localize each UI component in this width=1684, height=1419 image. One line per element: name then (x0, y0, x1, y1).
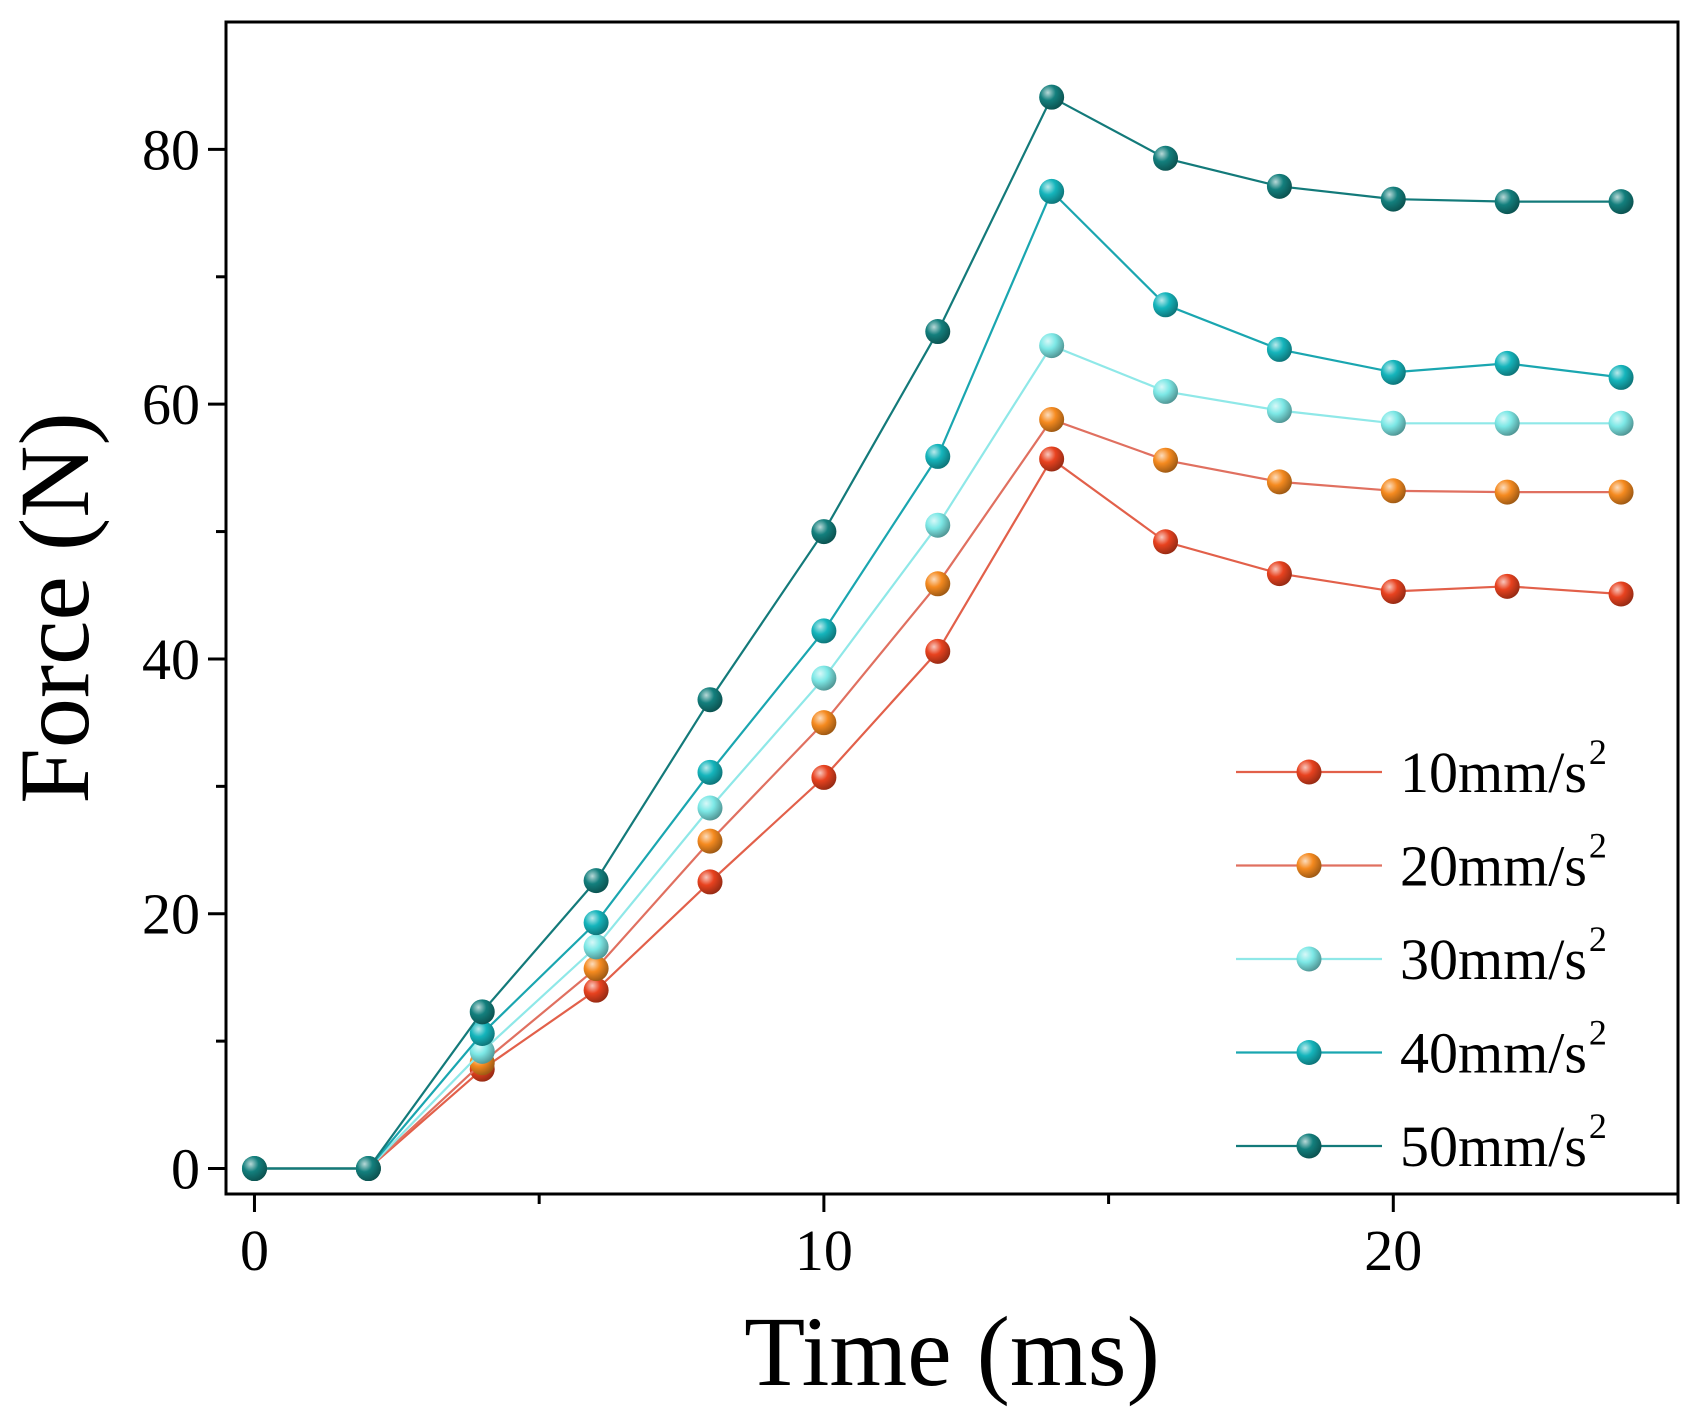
legend-item: 30mm/s 2 (1236, 919, 1607, 992)
legend-label-superscript: 2 (1589, 826, 1607, 866)
data-point (1494, 479, 1520, 505)
y-tick-label: 80 (142, 117, 200, 182)
legend-label-superscript: 2 (1589, 919, 1607, 959)
data-point (1153, 529, 1179, 555)
y-tick-label: 0 (171, 1137, 200, 1202)
data-point (811, 618, 837, 644)
data-point (469, 1020, 495, 1046)
legend-label: 30mm/s (1400, 927, 1587, 992)
x-tick-label: 20 (1364, 1218, 1422, 1283)
x-axis-title: Time (ms) (744, 1296, 1160, 1407)
legend-label-superscript: 2 (1589, 1106, 1607, 1146)
data-point (1039, 84, 1065, 110)
data-point (1380, 578, 1406, 604)
legend-label-superscript: 2 (1589, 1013, 1607, 1053)
data-point (697, 869, 723, 895)
data-point (1266, 561, 1292, 587)
data-point (697, 828, 723, 854)
legend-label: 20mm/s (1400, 834, 1587, 899)
data-point (1266, 336, 1292, 362)
legend-label: 50mm/s (1400, 1114, 1587, 1179)
data-point (697, 687, 723, 713)
data-point (1494, 410, 1520, 436)
data-point (1608, 410, 1634, 436)
data-point (583, 868, 609, 894)
series-5 (241, 84, 1634, 1182)
data-point (1039, 333, 1065, 359)
data-point (1266, 469, 1292, 495)
data-point (1153, 378, 1179, 404)
data-point (469, 999, 495, 1025)
data-point (925, 512, 951, 538)
data-point (1608, 364, 1634, 390)
x-tick-label: 10 (795, 1218, 853, 1283)
legend-marker (1296, 946, 1322, 972)
data-point (925, 571, 951, 597)
data-point (1494, 189, 1520, 215)
data-point (811, 665, 837, 691)
data-point (583, 910, 609, 936)
data-point (925, 638, 951, 664)
data-point (1039, 406, 1065, 432)
y-tick-label: 60 (142, 372, 200, 437)
data-point (1380, 186, 1406, 212)
series-group (241, 84, 1634, 1182)
x-axis: 0 10 20 (240, 1194, 1680, 1283)
data-point (241, 1156, 267, 1182)
y-axis: 0 20 40 60 80 (142, 117, 226, 1202)
legend-marker (1296, 1040, 1322, 1065)
data-point (583, 934, 609, 960)
data-point (1608, 479, 1634, 505)
legend-item: 40mm/s 2 (1236, 1013, 1607, 1086)
data-point (583, 956, 609, 982)
legend-label-superscript: 2 (1589, 732, 1607, 772)
legend-marker (1296, 759, 1322, 785)
data-point (925, 443, 951, 469)
data-point (1380, 478, 1406, 504)
data-point (1153, 292, 1179, 318)
data-point (355, 1156, 381, 1182)
data-point (1494, 573, 1520, 599)
plot-frame (224, 20, 1680, 1196)
data-point (1153, 447, 1179, 473)
x-tick-label: 0 (240, 1218, 269, 1283)
data-point (697, 795, 723, 821)
data-point (1608, 581, 1634, 607)
data-point (1266, 398, 1292, 424)
data-point (1380, 359, 1406, 385)
legend-item: 20mm/s 2 (1236, 826, 1607, 899)
y-tick-label: 20 (142, 882, 200, 947)
data-point (811, 764, 837, 790)
y-axis-title: Force (N) (0, 412, 110, 804)
data-point (1380, 410, 1406, 436)
data-point (469, 1038, 495, 1064)
legend-item: 50mm/s 2 (1236, 1106, 1607, 1179)
legend-marker (1296, 1133, 1322, 1159)
legend-label: 10mm/s (1400, 740, 1587, 805)
y-tick-label: 40 (142, 627, 200, 692)
legend-marker (1296, 853, 1322, 878)
data-point (1153, 145, 1179, 171)
data-point (1039, 178, 1065, 204)
data-point (925, 319, 951, 345)
legend-label: 40mm/s (1400, 1021, 1587, 1086)
data-point (1266, 173, 1292, 199)
data-point (583, 977, 609, 1003)
data-point (811, 519, 837, 545)
series-line (254, 95, 1622, 1170)
data-point (1608, 189, 1634, 215)
data-point (811, 710, 837, 736)
data-point (1494, 350, 1520, 376)
legend-item: 10mm/s 2 (1236, 732, 1607, 805)
data-point (697, 759, 723, 785)
data-point (1039, 446, 1065, 472)
